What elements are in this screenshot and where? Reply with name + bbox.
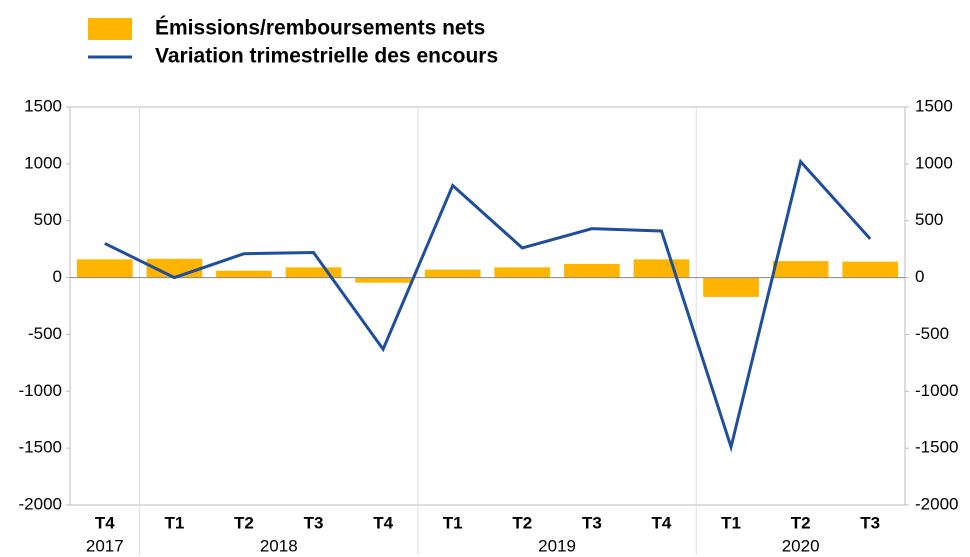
x-tick-label: T2 [791,513,811,532]
bar [355,277,411,283]
y-tick-label: -500 [28,324,62,343]
y-tick-label: 1500 [24,96,62,115]
x-tick-label: T3 [304,513,324,532]
y2-tick-label: -500 [915,324,949,343]
line [104,158,872,453]
bar [772,261,829,278]
y2-tick-label: 1500 [915,96,953,115]
y-tick-label: 0 [53,267,62,286]
bar [703,277,759,297]
bar [842,261,899,278]
y-tick-label: -1500 [19,438,62,457]
bar [494,267,551,278]
bar [564,263,620,278]
y2-tick-label: -1000 [915,381,958,400]
bar [285,267,342,278]
x-tick-label: T1 [443,513,463,532]
bar [633,259,690,278]
year-label: 2019 [538,536,576,555]
y2-tick-label: 1000 [915,153,953,172]
x-tick-label: T2 [234,513,254,532]
year-label: 2017 [86,536,124,555]
bar [216,270,272,278]
x-tick-label: T3 [860,513,880,532]
x-tick-label: T3 [582,513,602,532]
legend-label: Variation trimestrielle des encours [155,45,498,68]
bar [424,269,481,278]
y2-tick-label: 0 [915,267,924,286]
bar [76,259,133,278]
y2-tick-label: -2000 [915,494,958,513]
y2-tick-label: 500 [915,210,943,229]
x-tick-label: T4 [373,513,393,532]
year-label: 2020 [782,536,820,555]
y-tick-label: 500 [34,210,62,229]
y2-tick-label: -1500 [915,438,958,457]
y-tick-label: -1000 [19,381,62,400]
x-tick-label: T4 [95,513,115,532]
y-tick-label: 1000 [24,153,62,172]
legend-label: Émissions/remboursements nets [155,17,485,40]
x-tick-label: T1 [721,513,741,532]
x-tick-label: T4 [652,513,672,532]
y-tick-label: -2000 [19,494,62,513]
plot-frame [69,106,906,506]
x-tick-label: T1 [164,513,184,532]
x-tick-label: T2 [512,513,532,532]
legend-swatch [88,18,132,40]
year-label: 2018 [260,536,298,555]
